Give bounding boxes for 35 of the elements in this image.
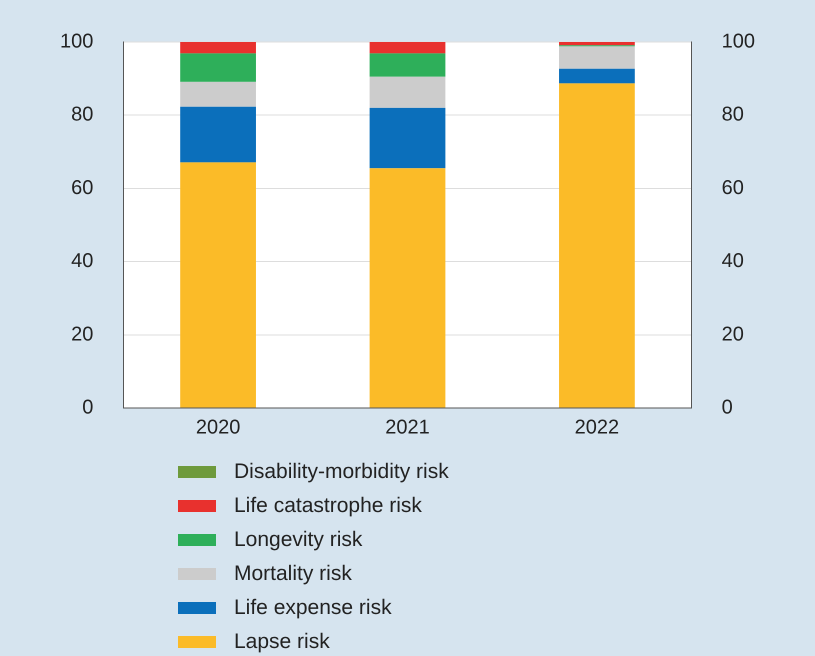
bar — [370, 168, 446, 408]
y2-tick-label: 100 — [722, 30, 756, 53]
legend-label: Disability-morbidity risk — [234, 460, 449, 484]
y-tick-label: 0 — [82, 396, 94, 419]
y2-tick-label: 60 — [722, 176, 744, 199]
legend-label: Lapse risk — [234, 630, 330, 654]
bar — [180, 106, 256, 162]
bar — [370, 76, 446, 108]
legend-label: Mortality risk — [234, 562, 352, 586]
y2-tick-label: 20 — [722, 323, 744, 346]
bar — [180, 82, 256, 107]
bar — [180, 162, 256, 408]
bar — [559, 83, 635, 408]
x-tick-label: 2020 — [196, 416, 240, 439]
y-tick-label: 100 — [60, 30, 94, 53]
legend-label: Longevity risk — [234, 528, 362, 552]
bar — [370, 42, 446, 54]
y2-tick-label: 0 — [722, 396, 733, 419]
y-tick-label: 20 — [71, 323, 94, 346]
y-tick-label: 40 — [71, 250, 94, 272]
x-tick-label: 2021 — [385, 416, 430, 439]
bar — [559, 68, 635, 84]
bar — [180, 42, 256, 54]
x-tick-label: 2022 — [574, 416, 620, 439]
y-tick-label: 80 — [71, 104, 94, 126]
legend-label: Life catastrophe risk — [234, 494, 422, 518]
y2-tick-label: 80 — [722, 104, 744, 126]
bar — [180, 53, 256, 82]
bar — [559, 46, 635, 69]
y2-tick-label: 40 — [722, 250, 744, 272]
bar — [370, 108, 446, 168]
bar — [370, 53, 446, 77]
legend-label: Life expense risk — [234, 596, 392, 620]
bar — [559, 42, 635, 46]
y-tick-label: 60 — [71, 176, 94, 199]
